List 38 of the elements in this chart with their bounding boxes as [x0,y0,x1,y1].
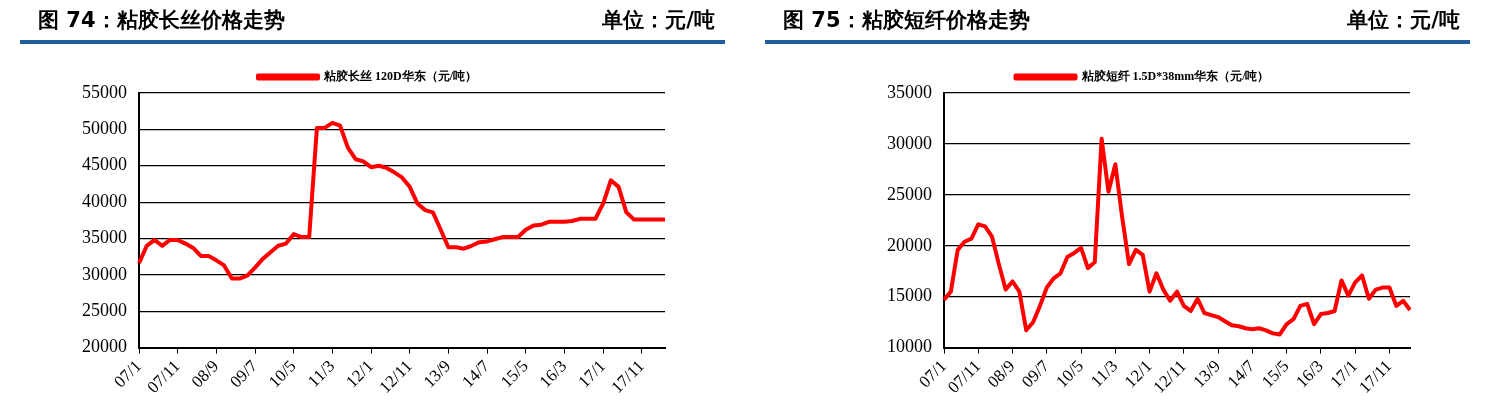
x-tick-label: 11/3 [304,356,339,391]
y-tick-label: 40000 [82,190,127,211]
chart-title: 图 75：粘胶短纤价格走势 [783,7,1030,34]
y-tick-label: 20000 [887,234,932,255]
x-tick-label: 08/9 [983,356,1019,392]
x-tick-label: 16/3 [1292,356,1327,392]
x-tick-label: 09/7 [226,356,262,392]
chart-subtitle: 单位：元/吨 [602,7,715,34]
x-tick-label: 08/9 [187,356,223,392]
y-tick-label: 35000 [82,227,127,248]
legend-label: 粘胶短纤 1.5D*38mm华东（元/吨） [1080,69,1270,84]
y-tick-label: 25000 [82,300,127,320]
y-tick-label: 55000 [82,81,127,102]
chart-subtitle: 单位：元/吨 [1347,7,1460,34]
x-tick-label: 16/3 [535,356,571,392]
x-tick-label: 09/7 [1017,356,1054,392]
x-tick-label: 07/1 [110,356,145,392]
y-tick-label: 10000 [887,336,932,357]
y-tick-label: 30000 [887,132,932,153]
x-tick-label: 12/1 [342,356,378,392]
legend-label: 粘胶长丝 120D华东（元/吨） [323,69,477,84]
x-tick-label: 13/9 [1189,356,1225,392]
y-tick-label: 35000 [887,81,932,102]
x-tick-label: 17/1 [574,356,610,392]
y-tick-label: 15000 [887,285,932,306]
x-tick-label: 14/7 [458,356,494,392]
x-tick-label: 15/5 [496,356,532,392]
x-tick-label: 11/3 [1086,356,1122,391]
y-tick-label: 30000 [82,263,127,284]
x-tick-label: 15/5 [1257,356,1293,392]
y-tick-label: 50000 [82,118,127,139]
y-tick-label: 25000 [887,183,932,204]
y-tick-label: 20000 [82,336,127,357]
x-tick-label: 10/5 [264,356,300,392]
x-tick-label: 13/9 [419,356,455,392]
chart-title: 图 74：粘胶长丝价格走势 [38,7,285,34]
y-tick-label: 45000 [82,154,127,175]
x-tick-label: 10/5 [1052,356,1088,392]
